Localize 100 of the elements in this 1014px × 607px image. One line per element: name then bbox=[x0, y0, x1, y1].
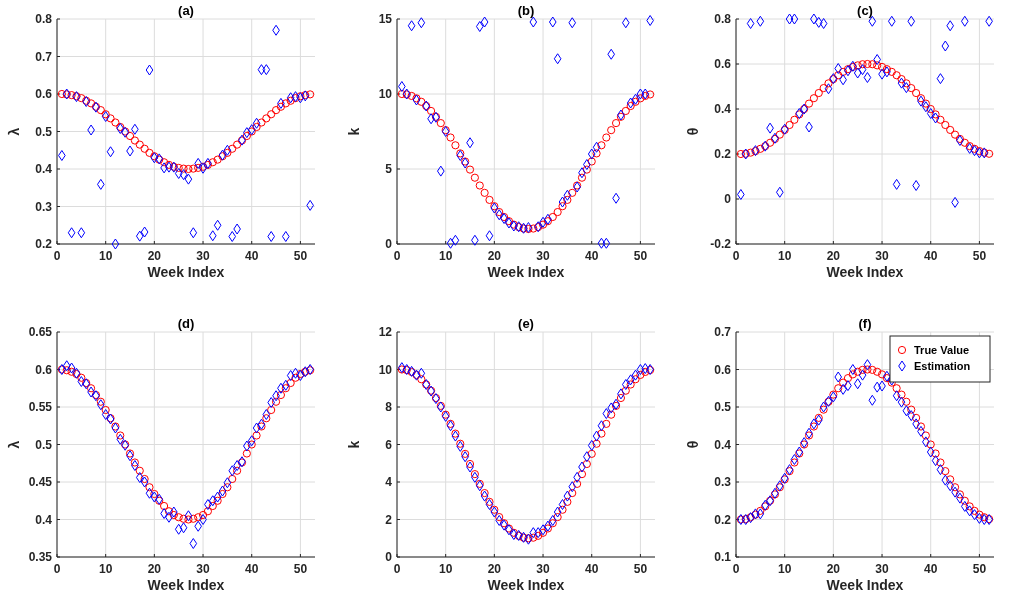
point bbox=[582, 165, 591, 174]
point bbox=[198, 510, 208, 520]
x-tick-label: 20 bbox=[147, 562, 162, 576]
point bbox=[417, 17, 426, 29]
point bbox=[194, 513, 203, 522]
point bbox=[223, 477, 232, 489]
chart-title: (e) bbox=[518, 316, 534, 331]
point bbox=[809, 422, 818, 431]
point bbox=[130, 136, 139, 145]
point bbox=[553, 207, 562, 217]
point bbox=[834, 371, 843, 383]
point bbox=[819, 401, 828, 413]
point bbox=[174, 163, 183, 172]
point bbox=[548, 212, 557, 222]
point bbox=[228, 144, 237, 153]
point bbox=[916, 94, 926, 103]
point bbox=[641, 363, 650, 375]
point bbox=[631, 375, 640, 384]
point bbox=[213, 219, 222, 231]
y-tick-label: 4 bbox=[385, 475, 393, 489]
point bbox=[67, 227, 76, 239]
point bbox=[790, 458, 799, 467]
point bbox=[858, 369, 867, 381]
point bbox=[868, 60, 877, 69]
y-tick-label: 0.5 bbox=[35, 124, 53, 139]
point bbox=[636, 88, 645, 100]
y-tick-label: 0.5 bbox=[35, 437, 53, 452]
point bbox=[621, 106, 630, 116]
y-axis-title: λ bbox=[6, 127, 22, 136]
point bbox=[538, 528, 548, 537]
point bbox=[135, 140, 144, 149]
point bbox=[131, 460, 139, 471]
point bbox=[417, 97, 426, 106]
point bbox=[563, 189, 572, 201]
point bbox=[286, 370, 295, 381]
point bbox=[975, 510, 984, 519]
point bbox=[636, 364, 645, 375]
point bbox=[814, 88, 823, 98]
x-tick-label: 30 bbox=[196, 249, 211, 263]
point bbox=[941, 467, 950, 476]
point bbox=[101, 409, 110, 420]
point bbox=[941, 474, 950, 486]
x-tick-label: 40 bbox=[585, 249, 599, 263]
point bbox=[184, 515, 193, 524]
point bbox=[286, 92, 295, 104]
point bbox=[480, 488, 489, 498]
point bbox=[858, 64, 867, 76]
point bbox=[863, 365, 872, 374]
point bbox=[485, 497, 494, 506]
point bbox=[184, 510, 193, 522]
point bbox=[597, 420, 606, 432]
point bbox=[174, 523, 183, 535]
y-axis-title: θ bbox=[685, 440, 701, 449]
point bbox=[737, 189, 745, 200]
point bbox=[587, 439, 596, 451]
y-tick-label: 0.4 bbox=[35, 162, 53, 176]
point bbox=[646, 15, 654, 26]
point bbox=[946, 475, 955, 484]
point bbox=[756, 15, 765, 27]
y-tick-label: 0.35 bbox=[28, 550, 53, 564]
point bbox=[262, 414, 271, 423]
point bbox=[926, 446, 935, 458]
point bbox=[824, 79, 833, 88]
y-tick-label: 0.4 bbox=[714, 437, 732, 452]
point bbox=[746, 18, 755, 29]
point bbox=[291, 367, 300, 379]
point bbox=[907, 15, 916, 27]
point bbox=[553, 512, 562, 522]
point bbox=[242, 449, 251, 458]
point bbox=[194, 163, 203, 172]
point bbox=[582, 459, 591, 469]
point bbox=[824, 83, 833, 95]
point bbox=[281, 384, 290, 393]
y-tick-label: 0.8 bbox=[714, 12, 732, 26]
y-tick-label: 0.6 bbox=[35, 87, 53, 101]
y-tick-label: 0.1 bbox=[714, 550, 732, 564]
point bbox=[465, 165, 475, 174]
point bbox=[276, 390, 286, 400]
y-tick-label: 0.6 bbox=[714, 362, 732, 377]
x-tick-label: 50 bbox=[972, 249, 987, 263]
point bbox=[626, 101, 635, 111]
point bbox=[834, 71, 843, 80]
point bbox=[140, 476, 149, 488]
point bbox=[223, 144, 232, 156]
point bbox=[145, 487, 154, 499]
point bbox=[67, 91, 76, 100]
point bbox=[912, 413, 921, 422]
point bbox=[267, 231, 275, 242]
x-axis-title: Week Index bbox=[487, 577, 565, 593]
y-tick-label: 10 bbox=[378, 87, 393, 101]
x-tick-label: 40 bbox=[924, 249, 938, 263]
point bbox=[86, 99, 96, 108]
y-tick-label: 0.7 bbox=[714, 325, 732, 339]
x-tick-label: 30 bbox=[196, 562, 211, 576]
point bbox=[111, 118, 120, 127]
point bbox=[125, 131, 135, 141]
point bbox=[873, 61, 882, 70]
point bbox=[587, 157, 596, 166]
point bbox=[286, 96, 295, 105]
point bbox=[456, 439, 465, 448]
